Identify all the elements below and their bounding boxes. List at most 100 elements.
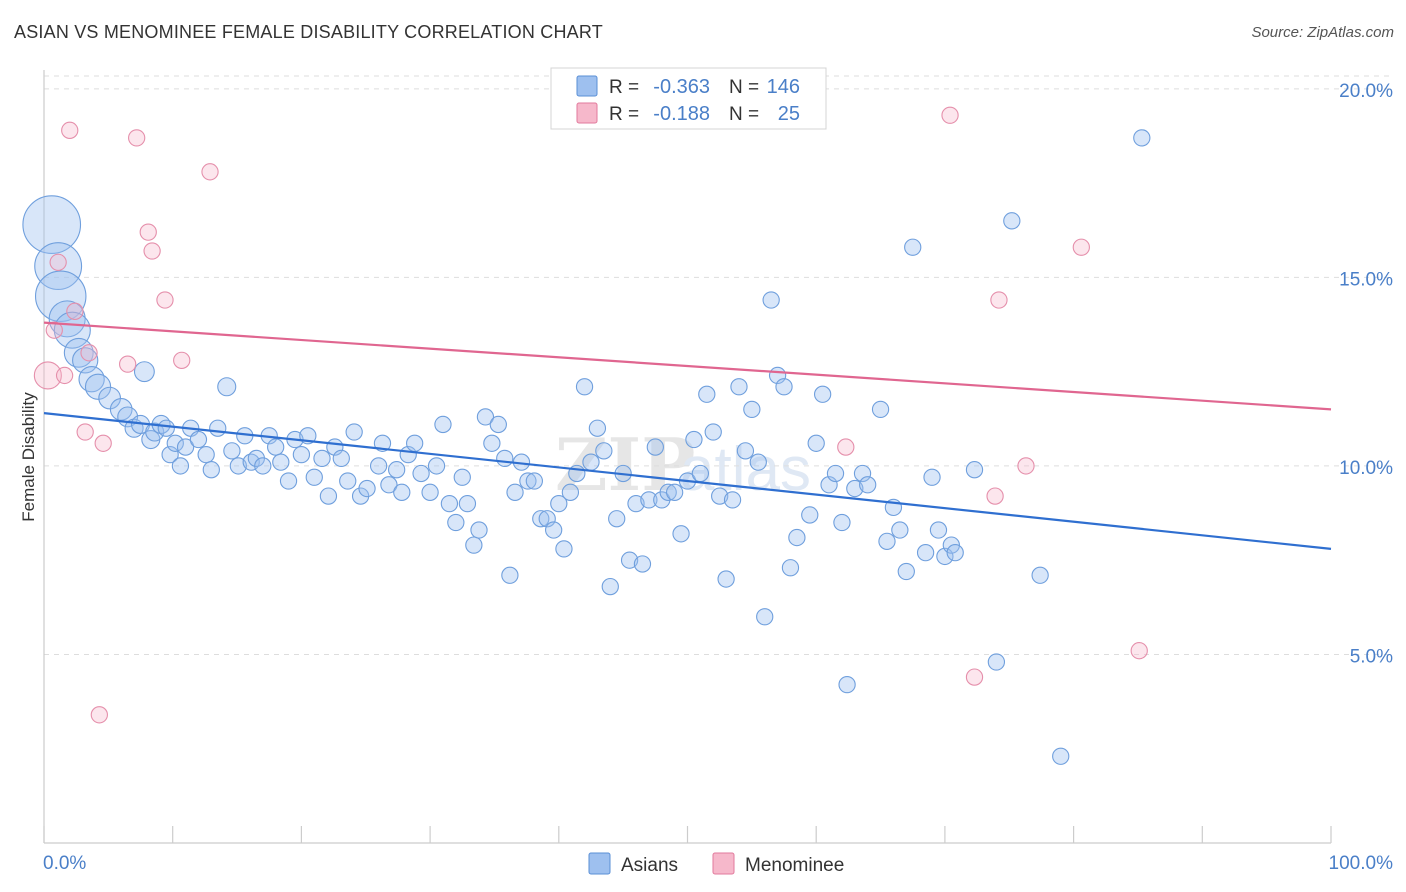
legend-r-value: -0.363 — [653, 76, 710, 98]
asians-point — [197, 445, 215, 464]
asians-point — [1003, 212, 1021, 230]
asians-point — [781, 559, 800, 577]
asians-point — [904, 238, 922, 256]
asians-point — [133, 361, 155, 383]
asians-point — [698, 385, 716, 403]
asians-point — [229, 457, 247, 475]
asians-point — [846, 479, 864, 498]
y-axis-label: Female Disability — [19, 392, 38, 522]
asians-trend-line — [43, 412, 1332, 550]
asians-point — [319, 487, 338, 505]
legend-n-label: N = — [729, 104, 759, 125]
asians-point — [223, 442, 241, 460]
asians-point — [813, 385, 832, 403]
asians-point — [189, 430, 208, 449]
asians-point — [711, 487, 729, 505]
legend-menominee-label: Menominee — [745, 855, 844, 876]
menominee-point — [1072, 238, 1090, 256]
asians-point — [519, 472, 537, 490]
asians-point — [588, 419, 607, 437]
legend-swatch — [576, 102, 598, 124]
asians-point — [838, 675, 856, 694]
y-tick-label: 5.0% — [1350, 646, 1393, 667]
asians-point — [646, 438, 664, 456]
asians-point — [595, 442, 613, 460]
menominee-point — [128, 129, 146, 147]
asians-point — [496, 449, 514, 468]
menominee-point — [119, 355, 137, 373]
asians-point — [202, 461, 220, 479]
asians-point — [929, 521, 948, 539]
asians-point — [897, 562, 915, 581]
menominee-point — [49, 253, 67, 271]
legend-r-value: -0.188 — [653, 103, 710, 125]
asians-point — [272, 453, 290, 471]
asians-point — [717, 570, 735, 588]
asians-point — [601, 577, 619, 596]
y-tick-label: 15.0% — [1339, 269, 1393, 290]
legend-r-label: R = — [609, 77, 639, 98]
menominee-point — [1130, 642, 1148, 660]
menominee-point — [941, 106, 959, 124]
legend-swatch — [576, 75, 598, 97]
asians-point — [157, 419, 175, 437]
asians-point — [313, 449, 331, 468]
asians-point — [582, 453, 600, 471]
asians-point — [833, 513, 851, 532]
asians-point — [440, 494, 459, 513]
menominee-point — [76, 423, 94, 441]
x-tick-label: 0.0% — [43, 853, 86, 874]
asians-point — [826, 464, 845, 483]
asians-point — [859, 476, 877, 494]
asians-point — [633, 555, 652, 573]
asians-point — [946, 544, 964, 562]
asians-point — [923, 468, 941, 486]
asians-point — [1052, 747, 1070, 765]
asians-point — [421, 483, 439, 501]
menominee-point — [45, 321, 63, 339]
asians-point — [427, 457, 446, 475]
asians-point — [145, 422, 165, 442]
asians-point — [406, 434, 424, 452]
asians-point — [775, 378, 793, 396]
asians-point — [561, 483, 580, 501]
asians-point — [48, 300, 86, 338]
asians-point — [53, 311, 91, 349]
asians-point — [640, 491, 658, 509]
asians-point — [369, 457, 388, 475]
menominee-point — [156, 291, 174, 309]
menominee-point — [837, 438, 855, 456]
asians-point — [743, 400, 761, 419]
asians-point — [339, 472, 357, 490]
menominee-point — [173, 351, 191, 369]
asians-point — [345, 423, 363, 441]
menominee-point — [66, 302, 84, 320]
menominee-point — [201, 163, 219, 181]
asians-point — [916, 544, 935, 562]
chart-title: ASIAN VS MENOMINEE FEMALE DISABILITY COR… — [14, 22, 603, 42]
asians-point — [550, 494, 568, 513]
asians-point — [736, 442, 755, 460]
asians-point — [575, 378, 594, 396]
asians-point — [878, 532, 896, 550]
asians-point — [807, 434, 825, 452]
asians-point — [489, 415, 507, 434]
legend-asians-swatch — [588, 852, 611, 875]
menominee-point — [55, 366, 74, 385]
asians-point — [483, 434, 501, 452]
asians-point — [34, 242, 83, 291]
menominee-point — [61, 121, 79, 139]
asians-point — [34, 270, 87, 322]
asians-point — [853, 464, 872, 483]
asians-point — [84, 373, 112, 400]
y-tick-label: 20.0% — [1339, 81, 1393, 102]
asians-point — [749, 453, 767, 471]
asians-point — [332, 449, 350, 468]
menominee-point — [965, 668, 984, 686]
asians-point — [434, 415, 452, 434]
asians-point — [525, 472, 543, 490]
asians-point — [358, 479, 376, 498]
asians-point — [387, 461, 406, 479]
asians-point — [555, 540, 573, 558]
asians-point — [501, 566, 519, 584]
